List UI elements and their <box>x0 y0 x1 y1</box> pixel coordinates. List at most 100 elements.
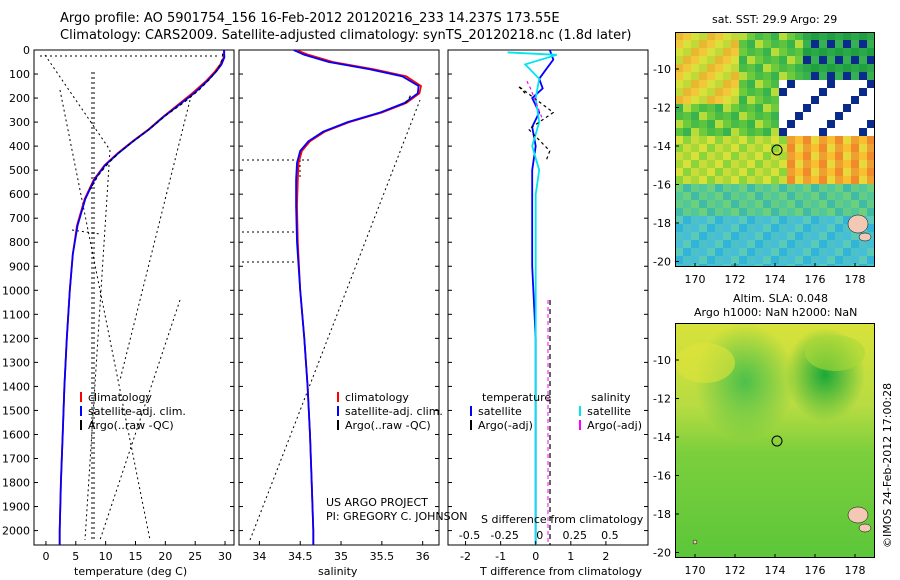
sst-cell <box>699 216 707 224</box>
sst-cell <box>755 72 763 80</box>
sst-cell <box>675 72 683 80</box>
sst-cell <box>731 56 739 64</box>
sst-cell <box>691 80 699 88</box>
sst-cell <box>819 72 827 80</box>
sst-cell <box>715 144 723 152</box>
sst-cell <box>731 104 739 112</box>
sst-cell <box>835 112 843 120</box>
sst-cell <box>731 184 739 192</box>
sst-cell <box>771 144 779 152</box>
sst-map <box>675 32 875 267</box>
sst-cell <box>859 88 867 96</box>
sst-cell <box>787 104 795 112</box>
sst-cell <box>739 208 747 216</box>
sst-cell <box>723 72 731 80</box>
sst-cell <box>763 88 771 96</box>
sst-cell <box>795 64 803 72</box>
sst-cell <box>827 72 835 80</box>
sst-cell <box>739 96 747 104</box>
sst-cell <box>723 64 731 72</box>
sst-cell <box>843 224 851 232</box>
island <box>858 232 872 242</box>
sst-cell <box>771 208 779 216</box>
sst-cell <box>859 104 867 112</box>
sst-cell <box>691 144 699 152</box>
series-layer <box>58 50 558 545</box>
sst-cell <box>691 128 699 136</box>
sst-cell <box>859 80 867 88</box>
sst-cell <box>699 128 707 136</box>
sst-cell <box>851 256 859 264</box>
sst-cell <box>739 200 747 208</box>
sst-cell <box>747 176 755 184</box>
sst-cell <box>779 112 787 120</box>
sst-cell <box>819 64 827 72</box>
sst-cell <box>795 128 803 136</box>
sst-cell <box>835 72 843 80</box>
sst-cell <box>683 128 691 136</box>
sst-cell <box>699 136 707 144</box>
sst-cell <box>723 120 731 128</box>
legend-item-satellite: satellite-adj. clim. <box>80 405 186 419</box>
legend-item-climatology: climatology <box>337 391 443 405</box>
sst-cell <box>843 80 851 88</box>
sst-cell <box>827 112 835 120</box>
sst-cell <box>707 144 715 152</box>
sst-cell <box>755 144 763 152</box>
sst-cell <box>731 80 739 88</box>
sst-cell <box>731 120 739 128</box>
sst-cell <box>683 200 691 208</box>
sst-cell <box>819 56 827 64</box>
sst-cell <box>699 112 707 120</box>
sst-cell <box>691 192 699 200</box>
sst-cell <box>755 208 763 216</box>
sst-cell <box>803 120 811 128</box>
sst-cell <box>707 248 715 256</box>
sst-cell <box>771 216 779 224</box>
x-tick-label: 0 <box>532 550 539 563</box>
sst-cell <box>675 152 683 160</box>
sst-cell <box>739 136 747 144</box>
x-tick-label: 0 <box>42 550 49 563</box>
sst-cell <box>675 200 683 208</box>
sst-cell <box>755 256 763 264</box>
sst-cell <box>867 168 875 176</box>
sst-cell <box>843 208 851 216</box>
sst-cell <box>811 144 819 152</box>
sst-cell <box>747 168 755 176</box>
sst-cell <box>747 232 755 240</box>
sst-cell <box>851 32 859 40</box>
series-difference-2 <box>517 85 555 161</box>
sst-cell <box>731 192 739 200</box>
sst-cell <box>779 128 787 136</box>
sst-cell <box>771 40 779 48</box>
sst-cell <box>691 184 699 192</box>
sst-cell <box>763 40 771 48</box>
sst-cell <box>723 136 731 144</box>
sst-cell <box>715 208 723 216</box>
sst-cell <box>819 168 827 176</box>
sst-cell <box>795 96 803 104</box>
sst-cell <box>675 88 683 96</box>
legend-group-salinity: salinity satellite Argo(-adj) <box>579 391 642 433</box>
sst-cell <box>851 112 859 120</box>
sst-cell <box>675 104 683 112</box>
sst-cell <box>723 200 731 208</box>
sst-cell <box>683 160 691 168</box>
sst-cell <box>859 112 867 120</box>
sst-cell <box>771 136 779 144</box>
sst-cell <box>835 208 843 216</box>
sst-cell <box>675 144 683 152</box>
sst-cell <box>715 96 723 104</box>
sst-cell <box>827 168 835 176</box>
sst-cell <box>859 96 867 104</box>
sst-cell <box>763 168 771 176</box>
sst-cell <box>691 72 699 80</box>
sst-cell <box>707 56 715 64</box>
x-tick-label: 30 <box>218 550 232 563</box>
sst-cell <box>739 112 747 120</box>
sst-cell <box>803 184 811 192</box>
sst-cell <box>867 192 875 200</box>
sst-cell <box>683 216 691 224</box>
sst-cell <box>819 104 827 112</box>
